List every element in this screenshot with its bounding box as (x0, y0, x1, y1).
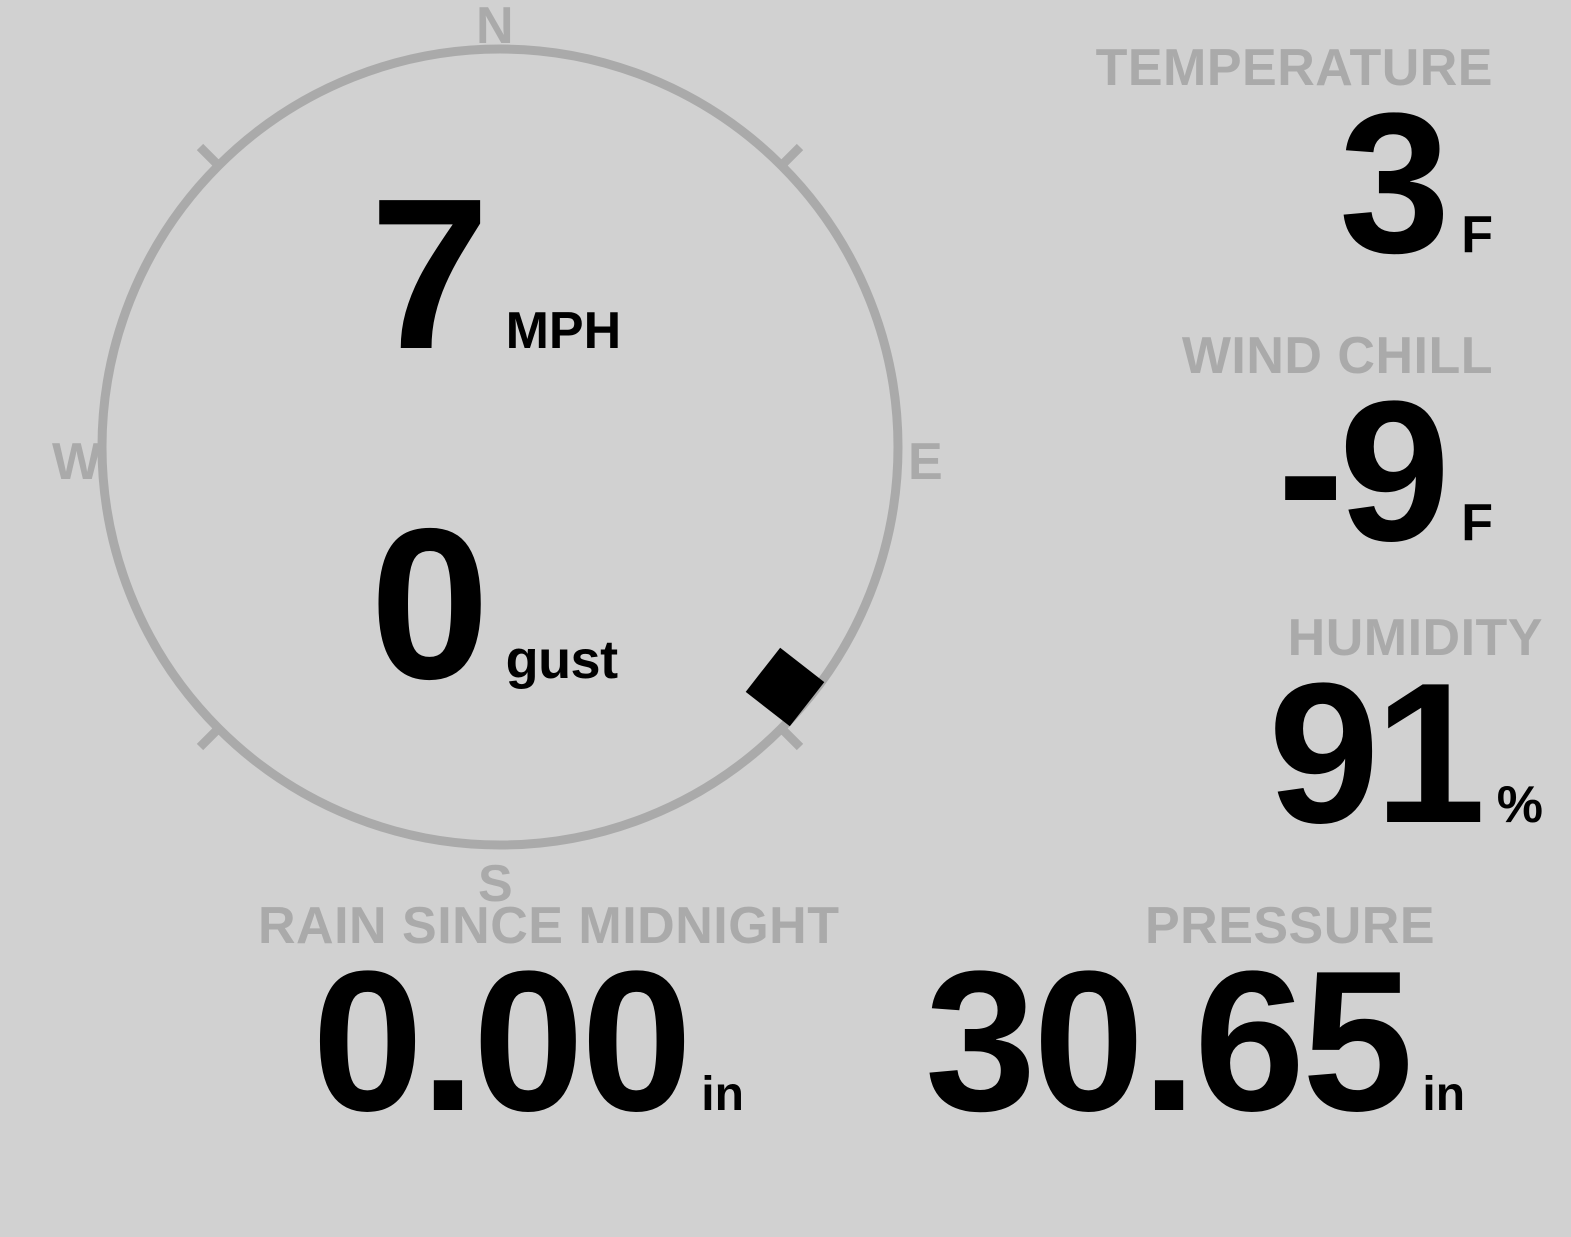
rain-value-row: 0.00 in (228, 930, 828, 1153)
compass-tick-nw (196, 143, 223, 170)
wind-compass: N S W E 7 MPH 0 gust (0, 0, 1000, 910)
temperature-value-row: 3 F (973, 72, 1493, 295)
compass-label-east: E (908, 433, 943, 491)
wind-gust-readout: 0 gust (370, 483, 619, 724)
humidity-unit: % (1496, 776, 1543, 834)
wind-chill-unit: F (1461, 494, 1493, 552)
rain-since-midnight-metric: RAIN SINCE MIDNIGHT 0.00 in (228, 897, 840, 1153)
temperature-value: 3 (1339, 72, 1450, 295)
pressure-unit: in (1422, 1068, 1466, 1121)
temperature-label: TEMPERATURE (1095, 39, 1493, 97)
pressure-value-row: 30.65 in (850, 930, 1540, 1153)
compass-tick-sw (196, 724, 223, 751)
wind-speed-readout: 7 MPH (370, 153, 622, 394)
compass-tick-se (777, 724, 804, 751)
rain-since-midnight-value: 0.00 (312, 930, 692, 1153)
compass-label-south: S (478, 855, 513, 913)
wind-direction-marker (745, 647, 825, 727)
pressure-label: PRESSURE (1144, 897, 1436, 955)
humidity-value-row: 91 % (983, 642, 1543, 865)
compass-label-north: N (476, 0, 514, 55)
humidity-value: 91 (1268, 642, 1485, 865)
compass-ticks (196, 143, 804, 751)
wind-chill-value: -9 (1277, 360, 1450, 583)
wind-chill-value-row: -9 F (973, 360, 1493, 583)
wind-speed-value: 7 (370, 153, 490, 394)
compass-tick-ne (777, 143, 804, 170)
pressure-value: 30.65 (924, 930, 1413, 1153)
wind-chill-metric: WIND CHILL -9 F (973, 327, 1493, 583)
rain-since-midnight-unit: in (701, 1068, 744, 1121)
compass-ring (97, 44, 903, 850)
compass-dial-svg (97, 44, 903, 850)
wind-chill-label: WIND CHILL (1181, 327, 1493, 385)
temperature-unit: F (1461, 206, 1493, 264)
temperature-metric: TEMPERATURE 3 F (973, 39, 1493, 295)
wind-gust-unit: gust (505, 630, 619, 690)
rain-since-midnight-label: RAIN SINCE MIDNIGHT (258, 897, 840, 955)
humidity-label: HUMIDITY (1287, 609, 1543, 667)
pressure-metric: PRESSURE 30.65 in (860, 897, 1540, 1142)
compass-label-west: W (52, 433, 102, 491)
wind-speed-unit: MPH (505, 302, 622, 360)
humidity-metric: HUMIDITY 91 % (983, 609, 1543, 865)
wind-gust-value: 0 (370, 483, 490, 724)
